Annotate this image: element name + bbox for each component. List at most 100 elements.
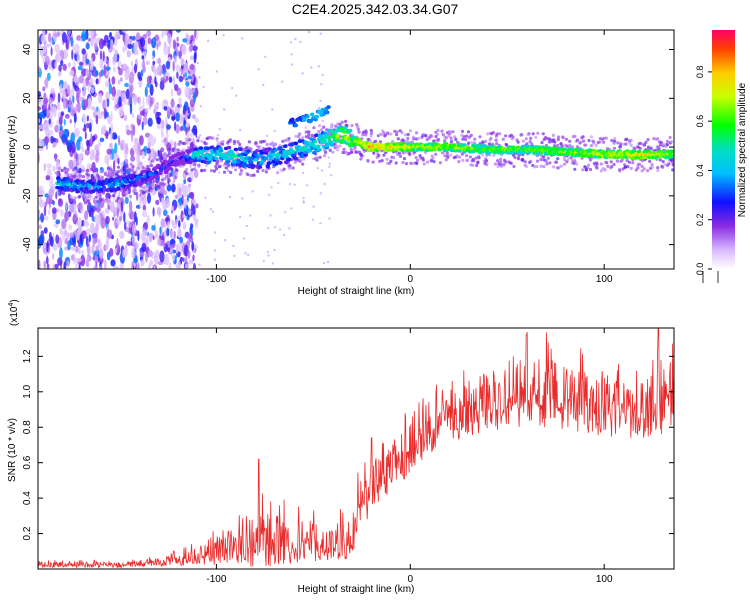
spectrogram-cell [504,160,508,164]
spectrogram-cell [293,123,299,128]
spectrogram-cell [315,156,319,160]
spectrogram-cell [581,168,585,172]
spectrogram-cell [169,229,175,239]
spectrogram-cell [506,151,511,155]
spectrogram-cell [141,242,147,252]
spectrogram-cell [99,50,103,61]
spectrogram-marks [38,30,674,269]
spectrogram-cell [277,181,280,185]
spectrogram-cell [99,137,105,142]
spectrogram-cell [495,132,499,136]
spectrogram-cell [559,164,563,168]
spectrogram-cell [582,139,586,143]
spectrogram-cell [128,221,133,229]
spectrogram-cell [142,200,146,206]
spectrogram-cell [95,70,99,77]
spectrogram-cell [110,129,113,141]
spectrogram-cell [638,147,643,151]
spectrogram-cell [130,212,135,220]
spectrogram-cell [360,154,364,158]
spectrogram-cell [175,124,180,134]
spectrogram-cell [192,254,195,262]
spectrogram-cell [43,162,46,172]
spectrogram-cell [38,118,41,124]
spectrogram-cell [164,217,170,222]
spectrogram-cell [126,50,131,58]
spectrogram-cell [666,139,670,143]
spectrogram-cell [81,48,86,55]
spectrogram-cell [404,162,409,166]
spectrogram-cell [613,136,617,140]
spectrogram-cell [162,79,167,84]
spectrogram-cell [357,130,361,134]
spectrogram-cell [44,216,49,221]
spectrogram-cell [53,106,57,118]
spectrogram-cell [556,157,560,161]
spectrogram-cell [146,164,150,168]
spectrogram-cell [60,186,65,190]
spectrogram-cell [284,160,289,165]
spectrogram-cell [170,108,172,115]
spectrogram-cell [234,168,238,172]
spectrogram-cell [273,248,276,252]
spectrogram-cell [455,154,459,158]
spectrogram-cell [268,157,273,161]
spectrogram-cell [446,154,450,158]
spectrogram-cell [52,243,58,251]
spectrogram-cell [338,144,342,148]
spectrogram-cell [116,165,120,169]
spectrogram-cell [391,140,395,144]
spectrogram-cell [105,131,109,140]
spectrogram-xtick-label: -100 [206,274,226,285]
spectrogram-cell [239,128,242,132]
spectrogram-cell [146,147,151,154]
spectrogram-cell [139,162,143,166]
spectrogram-cell [159,184,165,195]
spectrogram-cell [114,49,118,58]
spectrogram-cell [385,157,389,161]
spectrogram-cell [325,110,330,115]
spectrogram-cell [304,130,308,134]
spectrogram-cell [588,167,593,172]
spectrogram-cell [406,132,410,137]
spectrogram-cell [136,262,140,269]
spectrogram-cell [90,132,93,144]
spectrogram-cell [342,130,347,134]
spectrogram-cell [58,166,62,171]
spectrogram-cell [302,196,305,200]
spectrogram-cell [126,124,130,131]
spectrogram-cell [163,229,167,238]
spectrogram-cell [48,97,53,104]
spectrogram-cell [389,132,393,136]
spectrogram-cell [528,140,532,144]
spectrogram-cell [75,189,81,194]
snr-xtick-label: 0 [408,574,414,585]
spectrogram-cell [330,174,333,177]
spectrogram-cell [103,171,107,175]
spectrogram-cell [156,42,159,50]
spectrogram-cell [454,137,458,141]
spectrogram-cell [124,196,129,204]
spectrogram-cell [656,169,660,173]
spectrogram-cell [122,248,128,259]
spectrogram-cell [91,189,96,193]
spectrogram-cell [509,161,513,165]
spectrogram-cell [535,164,539,169]
spectrogram-cell [640,164,644,168]
spectrogram-cell [373,139,378,143]
spectrogram-cell [78,75,84,84]
spectrogram-cell [271,159,276,164]
spectrogram-cell [342,147,346,151]
spectrogram-cell [317,107,321,110]
spectrogram-cell [179,256,184,262]
spectrogram-cell [642,167,646,171]
spectrogram-cell [131,60,134,67]
spectrogram-cell [153,254,159,265]
spectrogram-cell [163,177,167,181]
spectrogram-cell [167,33,172,45]
spectrogram-cell [187,238,191,249]
spectrogram-cell [138,173,143,177]
spectrogram-cell [170,219,175,226]
spectrogram-cell [109,31,112,39]
spectrogram-cell [106,174,110,178]
